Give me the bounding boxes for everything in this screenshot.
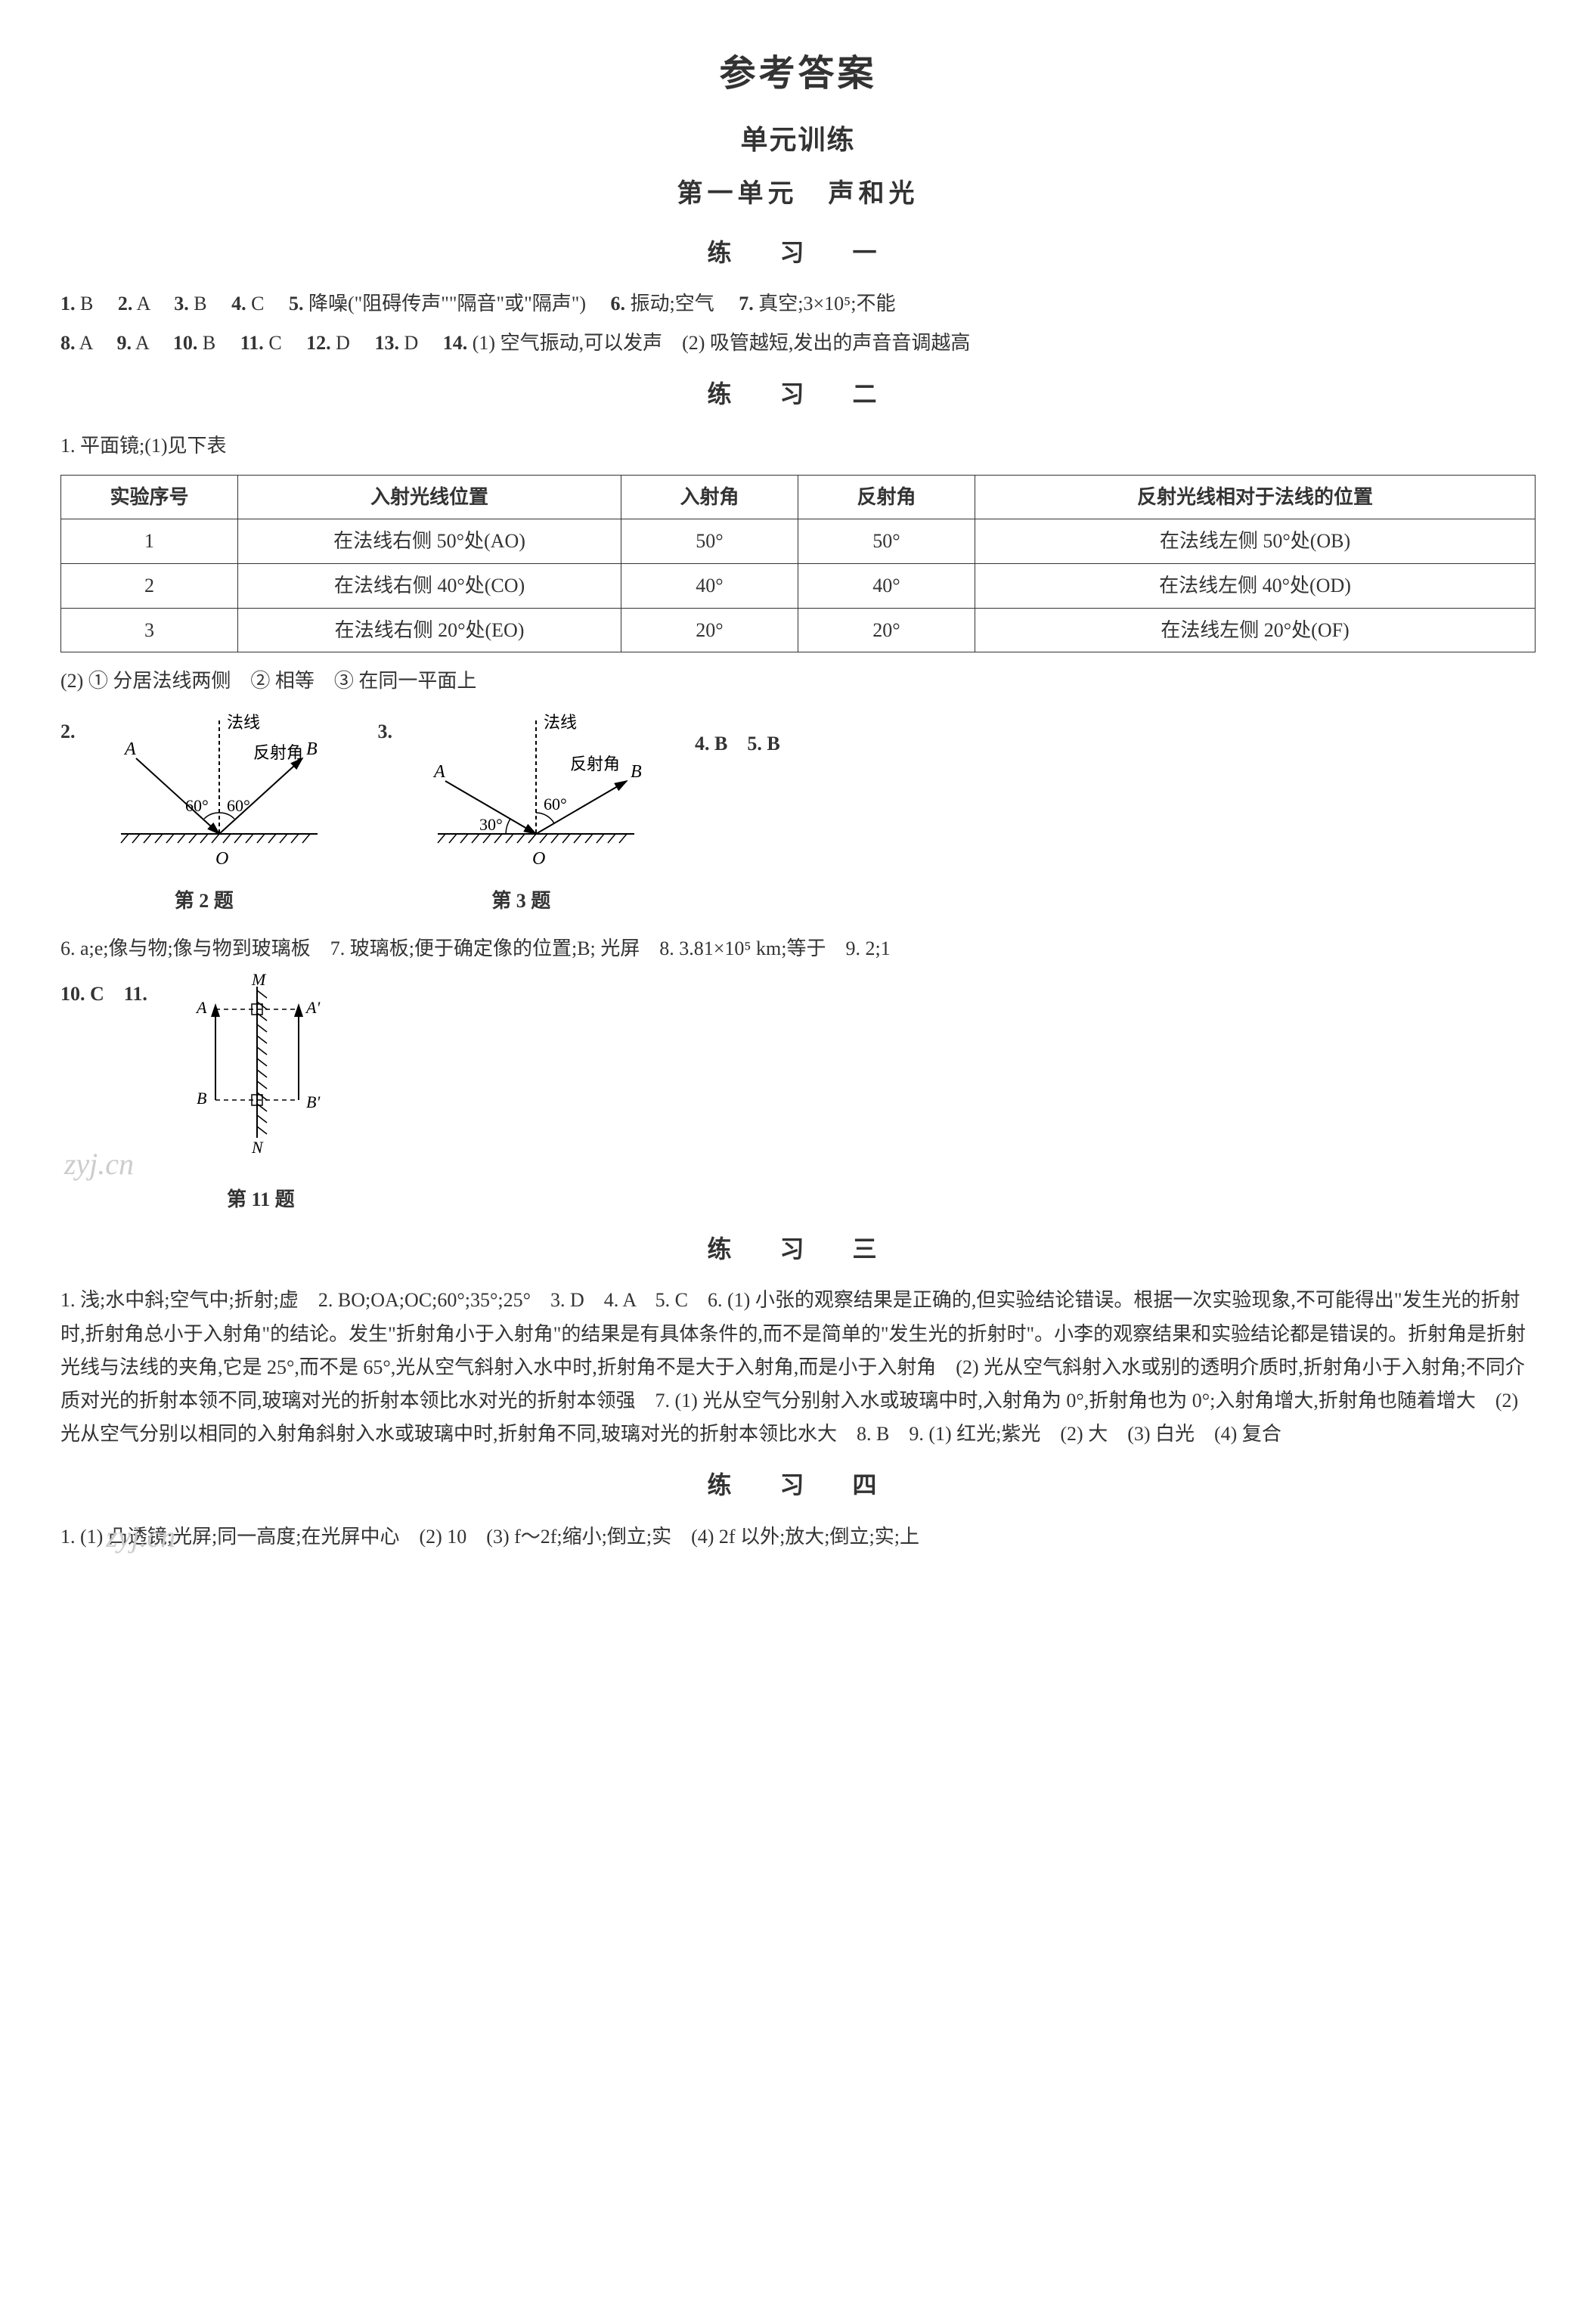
th-1: 入射光线位置	[238, 475, 621, 519]
main-title: 参考答案	[60, 45, 1536, 104]
svg-text:O: O	[532, 849, 545, 869]
svg-text:B: B	[306, 739, 318, 759]
p2-diagrams-row: 2. 法线	[60, 713, 1536, 917]
svg-text:B: B	[197, 1089, 206, 1108]
svg-text:N: N	[251, 1138, 264, 1157]
reflection-diagram-3-svg: 法线	[408, 713, 665, 879]
p4-line1: 1. (1) 凸透镜;光屏;同一高度;在光屏中心 (2) 10 (3) f～2f…	[60, 1520, 1536, 1554]
svg-text:60°: 60°	[185, 796, 209, 815]
p1-line1: 1. B 2. A 3. B 4. C 5. 降噪("阻碍传声""隔音"或"隔声…	[60, 287, 1536, 321]
p2-line6: 6. a;e;像与物;像与物到玻璃板 7. 玻璃板;便于确定像的位置;B; 光屏…	[60, 932, 1536, 965]
watermark-2: zyj.cn	[106, 1513, 175, 1561]
diagram-2: 2. 法线	[60, 713, 348, 917]
svg-text:法线: 法线	[544, 713, 577, 732]
svg-text:M: M	[251, 971, 267, 989]
q2-num: 2.	[60, 716, 76, 748]
sub-title: 单元训练	[60, 119, 1536, 163]
svg-text:A: A	[195, 998, 207, 1017]
diagram-3-caption: 第 3 题	[378, 885, 665, 917]
p2-line10: 10. C 11.	[60, 978, 147, 1011]
p2-table: 实验序号 入射光线位置 入射角 反射角 反射光线相对于法线的位置 1 在法线右侧…	[60, 475, 1536, 652]
svg-text:60°: 60°	[227, 796, 250, 815]
q3-num: 3.	[378, 716, 393, 748]
p2-q1-part2: (2) ① 分居法线两侧 ② 相等 ③ 在同一平面上	[60, 665, 1536, 698]
watermark-1: zyj.cn	[64, 1140, 134, 1188]
svg-text:B: B	[631, 762, 642, 782]
diagram-2-caption: 第 2 题	[60, 885, 348, 917]
svg-text:A: A	[432, 762, 445, 782]
table-row: 2 在法线右侧 40°处(CO) 40° 40° 在法线左侧 40°处(OD)	[61, 563, 1536, 608]
table-row: 3 在法线右侧 20°处(EO) 20° 20° 在法线左侧 20°处(OF)	[61, 608, 1536, 652]
th-0: 实验序号	[61, 475, 238, 519]
p1-line2: 8. A 9. A 10. B 11. C 12. D 13. D 14. (1…	[60, 327, 1536, 360]
practice-2-title: 练 习 二	[60, 375, 1536, 414]
p2-q1-prefix: 1. 平面镜;(1)见下表	[60, 429, 1536, 463]
reflection-diagram-2-svg: 法线	[91, 713, 348, 879]
unit-title: 第一单元 声和光	[60, 174, 1536, 215]
svg-text:反射角: 反射角	[570, 755, 620, 773]
svg-text:反射角: 反射角	[253, 743, 303, 762]
practice-4-title: 练 习 四	[60, 1466, 1536, 1504]
practice-1-title: 练 习 一	[60, 234, 1536, 272]
table-row: 1 在法线右侧 50°处(AO) 50° 50° 在法线左侧 50°处(OB)	[61, 519, 1536, 564]
th-2: 入射角	[621, 475, 798, 519]
svg-text:法线: 法线	[227, 713, 260, 732]
svg-text:O: O	[215, 849, 228, 869]
p3-body: 1. 浅;水中斜;空气中;折射;虚 2. BO;OA;OC;60°;35°;25…	[60, 1284, 1536, 1451]
diagram-11: M N A B A' B'	[163, 971, 359, 1215]
th-3: 反射角	[798, 475, 975, 519]
th-4: 反射光线相对于法线的位置	[975, 475, 1536, 519]
svg-text:A: A	[123, 739, 136, 759]
practice-3-title: 练 习 三	[60, 1230, 1536, 1269]
mirror-diagram-11-svg: M N A B A' B'	[163, 971, 359, 1168]
table-header-row: 实验序号 入射光线位置 入射角 反射角 反射光线相对于法线的位置	[61, 475, 1536, 519]
diagram-11-caption: 第 11 题	[163, 1184, 359, 1216]
diagram-3: 3. 法线	[378, 713, 665, 917]
svg-text:B': B'	[306, 1092, 320, 1111]
p2-q4-q5: 4. B 5. B	[695, 713, 780, 760]
svg-text:A': A'	[305, 998, 320, 1017]
svg-text:60°: 60°	[544, 795, 567, 813]
svg-text:30°: 30°	[479, 815, 503, 834]
